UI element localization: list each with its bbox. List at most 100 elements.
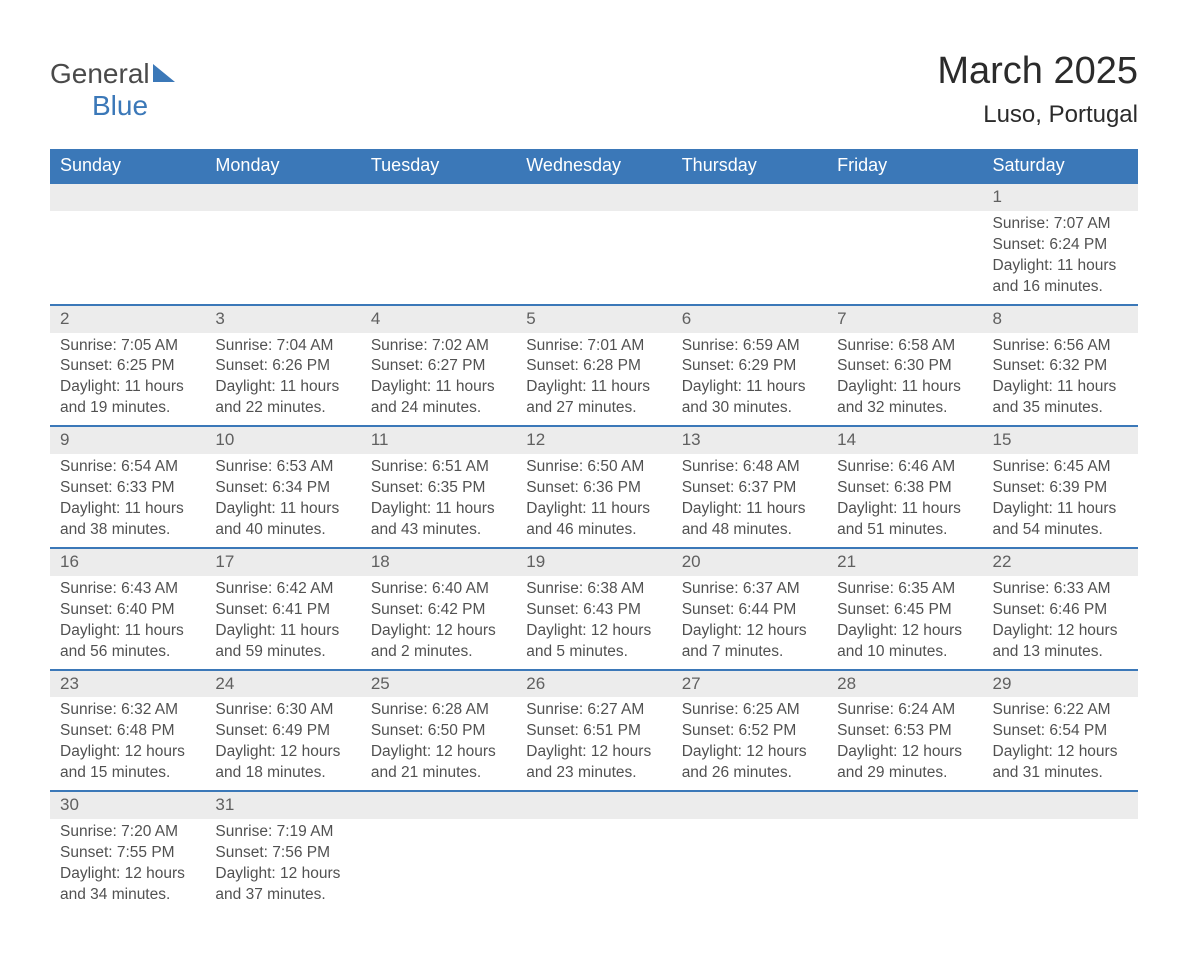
- sunset-text: Sunset: 6:52 PM: [682, 721, 817, 742]
- daylight-text: and 35 minutes.: [993, 398, 1128, 419]
- day-number-cell: 25: [361, 670, 516, 698]
- daynum-row: 3031: [50, 791, 1138, 819]
- sunrise-text: Sunrise: 6:45 AM: [993, 457, 1128, 478]
- day-number-cell: [516, 791, 671, 819]
- sunset-text: Sunset: 6:51 PM: [526, 721, 661, 742]
- sunset-text: Sunset: 6:49 PM: [215, 721, 350, 742]
- day-details-cell: Sunrise: 6:24 AMSunset: 6:53 PMDaylight:…: [827, 697, 982, 791]
- calendar-body: 1Sunrise: 7:07 AMSunset: 6:24 PMDaylight…: [50, 183, 1138, 912]
- sunrise-text: Sunrise: 7:19 AM: [215, 822, 350, 843]
- sunset-text: Sunset: 6:48 PM: [60, 721, 195, 742]
- day-details-cell: Sunrise: 6:48 AMSunset: 6:37 PMDaylight:…: [672, 454, 827, 548]
- daylight-text: Daylight: 12 hours: [526, 621, 661, 642]
- day-details-cell: [361, 819, 516, 912]
- logo-blue: Blue: [92, 90, 175, 122]
- daynum-row: 1: [50, 183, 1138, 211]
- day-details-cell: Sunrise: 6:56 AMSunset: 6:32 PMDaylight:…: [983, 333, 1138, 427]
- sunrise-text: Sunrise: 6:50 AM: [526, 457, 661, 478]
- day-details-cell: [672, 819, 827, 912]
- sunset-text: Sunset: 6:38 PM: [837, 478, 972, 499]
- daylight-text: Daylight: 12 hours: [993, 621, 1128, 642]
- sunrise-text: Sunrise: 6:38 AM: [526, 579, 661, 600]
- sunrise-text: Sunrise: 6:30 AM: [215, 700, 350, 721]
- day-details-cell: Sunrise: 6:46 AMSunset: 6:38 PMDaylight:…: [827, 454, 982, 548]
- daylight-text: Daylight: 12 hours: [526, 742, 661, 763]
- day-number-cell: 7: [827, 305, 982, 333]
- day-number-cell: 30: [50, 791, 205, 819]
- day-details-cell: Sunrise: 6:33 AMSunset: 6:46 PMDaylight:…: [983, 576, 1138, 670]
- sunrise-text: Sunrise: 7:20 AM: [60, 822, 195, 843]
- sunset-text: Sunset: 6:39 PM: [993, 478, 1128, 499]
- day-details-cell: Sunrise: 6:30 AMSunset: 6:49 PMDaylight:…: [205, 697, 360, 791]
- day-details-cell: Sunrise: 6:42 AMSunset: 6:41 PMDaylight:…: [205, 576, 360, 670]
- daylight-text: and 48 minutes.: [682, 520, 817, 541]
- location: Luso, Portugal: [937, 101, 1138, 129]
- sunset-text: Sunset: 6:37 PM: [682, 478, 817, 499]
- daylight-text: Daylight: 11 hours: [215, 377, 350, 398]
- day-number-cell: 21: [827, 548, 982, 576]
- daylight-text: and 31 minutes.: [993, 763, 1128, 784]
- sunrise-text: Sunrise: 6:54 AM: [60, 457, 195, 478]
- day-number-cell: 3: [205, 305, 360, 333]
- day-number-cell: 28: [827, 670, 982, 698]
- daylight-text: Daylight: 11 hours: [60, 377, 195, 398]
- weekday-header: Friday: [827, 149, 982, 183]
- daylight-text: and 26 minutes.: [682, 763, 817, 784]
- day-details-cell: Sunrise: 7:02 AMSunset: 6:27 PMDaylight:…: [361, 333, 516, 427]
- day-number-cell: [827, 791, 982, 819]
- daylight-text: Daylight: 11 hours: [60, 499, 195, 520]
- day-details-cell: Sunrise: 7:19 AMSunset: 7:56 PMDaylight:…: [205, 819, 360, 912]
- day-number-cell: [672, 183, 827, 211]
- sunrise-text: Sunrise: 6:53 AM: [215, 457, 350, 478]
- sunrise-text: Sunrise: 6:35 AM: [837, 579, 972, 600]
- day-details-cell: [205, 211, 360, 305]
- logo: General Blue: [50, 60, 175, 122]
- day-details-cell: Sunrise: 6:28 AMSunset: 6:50 PMDaylight:…: [361, 697, 516, 791]
- day-details-cell: Sunrise: 7:01 AMSunset: 6:28 PMDaylight:…: [516, 333, 671, 427]
- weekday-header: Sunday: [50, 149, 205, 183]
- day-number-cell: 20: [672, 548, 827, 576]
- sunset-text: Sunset: 6:32 PM: [993, 356, 1128, 377]
- sunrise-text: Sunrise: 6:40 AM: [371, 579, 506, 600]
- daylight-text: and 5 minutes.: [526, 642, 661, 663]
- sunrise-text: Sunrise: 6:28 AM: [371, 700, 506, 721]
- sunset-text: Sunset: 6:33 PM: [60, 478, 195, 499]
- daylight-text: and 15 minutes.: [60, 763, 195, 784]
- day-details-cell: Sunrise: 6:25 AMSunset: 6:52 PMDaylight:…: [672, 697, 827, 791]
- day-number-cell: 12: [516, 426, 671, 454]
- daylight-text: Daylight: 11 hours: [60, 621, 195, 642]
- day-details-cell: [516, 819, 671, 912]
- sunset-text: Sunset: 7:55 PM: [60, 843, 195, 864]
- day-details-cell: Sunrise: 7:04 AMSunset: 6:26 PMDaylight:…: [205, 333, 360, 427]
- weekday-header: Thursday: [672, 149, 827, 183]
- daylight-text: Daylight: 11 hours: [215, 621, 350, 642]
- sunrise-text: Sunrise: 6:43 AM: [60, 579, 195, 600]
- sunset-text: Sunset: 6:27 PM: [371, 356, 506, 377]
- daylight-text: and 27 minutes.: [526, 398, 661, 419]
- sunset-text: Sunset: 6:40 PM: [60, 600, 195, 621]
- logo-general: General: [50, 60, 150, 88]
- daylight-text: and 23 minutes.: [526, 763, 661, 784]
- daylight-text: and 21 minutes.: [371, 763, 506, 784]
- day-details-cell: Sunrise: 6:40 AMSunset: 6:42 PMDaylight:…: [361, 576, 516, 670]
- sunrise-text: Sunrise: 6:24 AM: [837, 700, 972, 721]
- day-number-cell: 6: [672, 305, 827, 333]
- day-details-cell: Sunrise: 6:54 AMSunset: 6:33 PMDaylight:…: [50, 454, 205, 548]
- daylight-text: and 29 minutes.: [837, 763, 972, 784]
- sunset-text: Sunset: 6:44 PM: [682, 600, 817, 621]
- sunset-text: Sunset: 6:28 PM: [526, 356, 661, 377]
- sunrise-text: Sunrise: 6:48 AM: [682, 457, 817, 478]
- daylight-text: Daylight: 11 hours: [837, 499, 972, 520]
- weekday-header: Wednesday: [516, 149, 671, 183]
- sunrise-text: Sunrise: 6:59 AM: [682, 336, 817, 357]
- calendar-head: Sunday Monday Tuesday Wednesday Thursday…: [50, 149, 1138, 183]
- sunrise-text: Sunrise: 6:27 AM: [526, 700, 661, 721]
- sunrise-text: Sunrise: 7:04 AM: [215, 336, 350, 357]
- daylight-text: Daylight: 11 hours: [993, 377, 1128, 398]
- daylight-text: and 2 minutes.: [371, 642, 506, 663]
- details-row: Sunrise: 6:43 AMSunset: 6:40 PMDaylight:…: [50, 576, 1138, 670]
- sunset-text: Sunset: 6:45 PM: [837, 600, 972, 621]
- sunset-text: Sunset: 6:36 PM: [526, 478, 661, 499]
- daylight-text: and 34 minutes.: [60, 885, 195, 906]
- day-number-cell: 11: [361, 426, 516, 454]
